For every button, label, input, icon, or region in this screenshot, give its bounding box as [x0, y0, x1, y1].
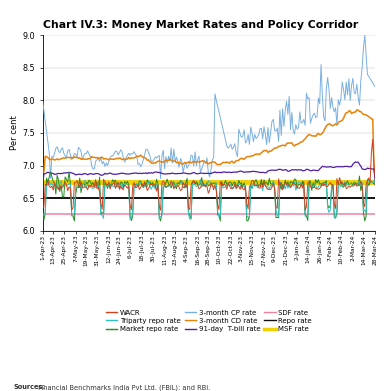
- Legend: WACR, Triparty repo rate, Market repo rate, 3-month CP rate, 3-month CD rate, 91: WACR, Triparty repo rate, Market repo ra…: [104, 308, 313, 334]
- Text: Financial Benchmarks India Pvt Ltd. (FBIL): and RBI.: Financial Benchmarks India Pvt Ltd. (FBI…: [36, 384, 210, 391]
- Text: Chart IV.3: Money Market Rates and Policy Corridor: Chart IV.3: Money Market Rates and Polic…: [43, 20, 358, 30]
- Text: Sources:: Sources:: [14, 384, 46, 390]
- Y-axis label: Per cent: Per cent: [10, 116, 19, 150]
